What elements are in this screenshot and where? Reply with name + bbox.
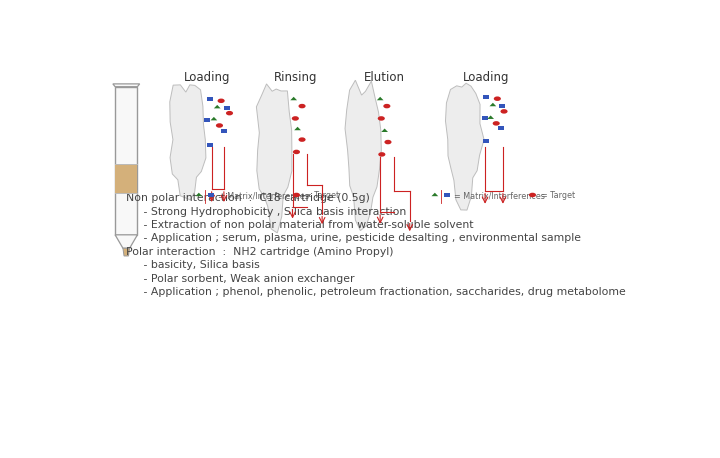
Text: Elution: Elution (364, 71, 405, 84)
Polygon shape (487, 115, 494, 119)
Polygon shape (113, 84, 140, 87)
Bar (207, 97, 213, 101)
Circle shape (494, 97, 501, 101)
Polygon shape (377, 97, 384, 100)
Bar (221, 129, 227, 133)
Text: - Extraction of non polar material from water-soluble solvent: - Extraction of non polar material from … (126, 220, 474, 230)
Bar (204, 118, 210, 122)
Polygon shape (195, 193, 202, 196)
Circle shape (292, 116, 299, 121)
Polygon shape (431, 193, 438, 196)
Polygon shape (490, 103, 496, 106)
Bar (207, 143, 213, 147)
Circle shape (217, 98, 225, 103)
Text: - Polar sorbent, Weak anion exchanger: - Polar sorbent, Weak anion exchanger (126, 274, 355, 284)
Polygon shape (214, 105, 220, 109)
Circle shape (378, 116, 384, 121)
Text: - basicity, Silica basis: - basicity, Silica basis (126, 261, 260, 271)
Circle shape (492, 121, 500, 125)
Text: Polar interaction  :  NH2 cartridge (Amino Propyl): Polar interaction : NH2 cartridge (Amino… (126, 247, 394, 257)
Bar (498, 126, 504, 130)
Circle shape (529, 193, 536, 197)
Polygon shape (115, 235, 138, 248)
Bar (483, 95, 490, 99)
Bar (208, 193, 214, 197)
Text: = Matrix/Interferences: = Matrix/Interferences (218, 191, 309, 200)
Bar (482, 116, 488, 120)
Bar (115, 164, 138, 193)
Bar (483, 139, 490, 143)
Polygon shape (290, 97, 297, 100)
Polygon shape (345, 80, 382, 231)
Polygon shape (294, 127, 301, 130)
Circle shape (293, 193, 300, 197)
Circle shape (293, 150, 300, 154)
Text: = Target: = Target (305, 191, 339, 200)
Circle shape (216, 123, 223, 128)
Text: Loading: Loading (184, 71, 230, 84)
Circle shape (383, 104, 390, 109)
Text: - Application ; serum, plasma, urine, pesticide desalting , environmental sample: - Application ; serum, plasma, urine, pe… (126, 233, 581, 243)
Bar (224, 106, 230, 110)
Polygon shape (446, 83, 484, 210)
Polygon shape (123, 248, 130, 256)
Circle shape (226, 111, 233, 115)
Polygon shape (256, 84, 292, 233)
Bar (444, 193, 450, 197)
Polygon shape (170, 85, 206, 200)
Circle shape (500, 109, 508, 114)
FancyBboxPatch shape (115, 87, 138, 235)
Text: Rinsing: Rinsing (274, 71, 317, 84)
Circle shape (299, 137, 305, 142)
Text: = Matrix/Interferences: = Matrix/Interferences (454, 191, 545, 200)
Text: = Target: = Target (541, 191, 575, 200)
Text: - Strong Hydrophobicity , Silica basis interaction: - Strong Hydrophobicity , Silica basis i… (126, 207, 407, 217)
Bar (499, 104, 505, 108)
Circle shape (299, 104, 305, 109)
Circle shape (378, 152, 385, 157)
Polygon shape (210, 117, 217, 120)
Text: Loading: Loading (463, 71, 510, 84)
Circle shape (384, 140, 392, 144)
Text: Non polar interaction  :  C18 cartridge (0.5g): Non polar interaction : C18 cartridge (0… (126, 193, 370, 203)
Text: - Application ; phenol, phenolic, petroleum fractionation, saccharides, drug met: - Application ; phenol, phenolic, petrol… (126, 287, 626, 297)
Polygon shape (382, 129, 388, 132)
